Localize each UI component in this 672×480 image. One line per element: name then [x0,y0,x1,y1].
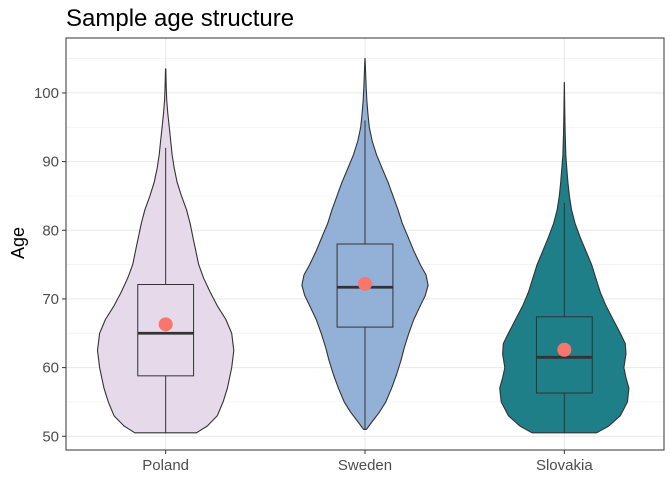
violin-group-sweden [301,58,429,430]
y-tick-label: 70 [42,291,59,308]
mean-point [358,276,372,291]
violin-group-poland [96,68,235,434]
axes: 50 60 70 80 90 100 Poland Sweden Slovakia [34,85,593,474]
y-tick-label: 50 [42,428,59,445]
mean-point [557,342,572,357]
chart-title: Sample age structure [66,5,294,32]
x-tick-label-slovakia: Slovakia [536,457,593,474]
violin-group-slovakia [499,82,630,434]
y-tick-label: 90 [42,154,59,171]
y-tick-label: 100 [34,85,59,102]
y-tick-label: 60 [42,360,59,377]
y-tick-label: 80 [42,222,59,239]
y-axis-title: Age [8,227,28,259]
x-tick-label-sweden: Sweden [338,457,392,474]
violins [96,58,630,434]
mean-point [158,317,173,332]
x-tick-label-poland: Poland [142,457,189,474]
